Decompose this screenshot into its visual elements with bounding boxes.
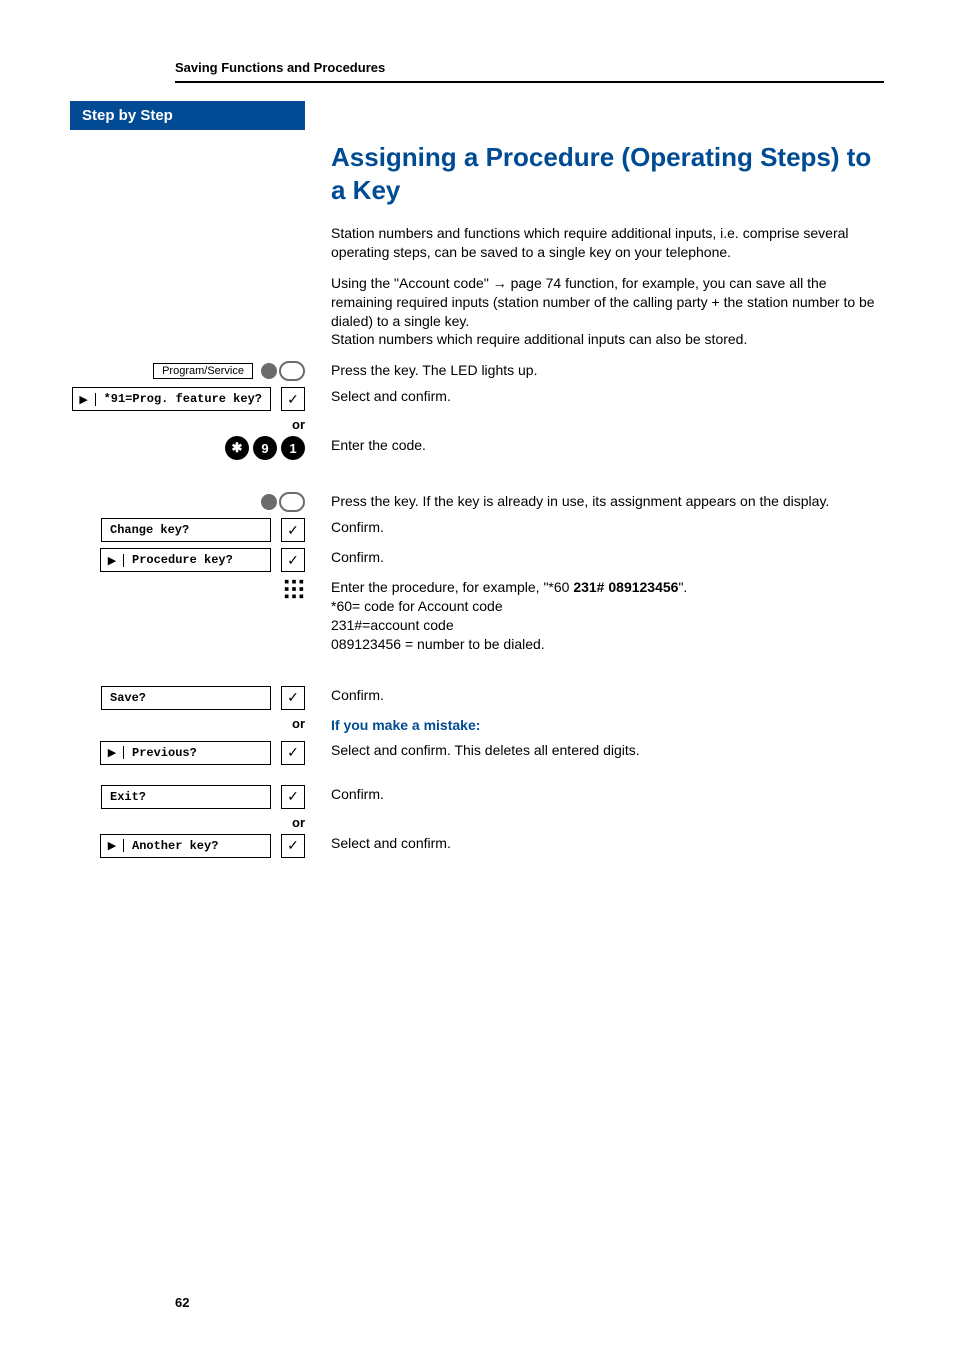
row-save: Save? ✓ Confirm.	[70, 686, 884, 710]
row-change-key: Change key? ✓ Confirm.	[70, 518, 884, 542]
left-column: Step by Step	[70, 101, 305, 361]
confirm-text-2: Confirm.	[331, 548, 884, 567]
confirm-text-3: Confirm.	[331, 686, 884, 705]
select-confirm-text-1: Select and confirm.	[331, 387, 884, 406]
or-label-1: or	[70, 417, 305, 432]
row-another-key: ▶ Another key? ✓ Select and confirm.	[70, 834, 884, 858]
confirm-text-1: Confirm.	[331, 518, 884, 537]
row-exit: Exit? ✓ Confirm.	[70, 785, 884, 809]
arrow-icon: →	[493, 275, 507, 291]
menu-change-key-label: Change key?	[102, 523, 270, 537]
intro2-a: Using the "Account code"	[331, 275, 493, 291]
confirm-check-icon-7[interactable]: ✓	[281, 834, 305, 858]
menu-save-label: Save?	[102, 691, 270, 705]
confirm-check-icon[interactable]: ✓	[281, 387, 305, 411]
intro2-c: Station numbers which require additional…	[331, 331, 747, 347]
header-rule	[175, 81, 884, 83]
press-key-inuse-text: Press the key. If the key is already in …	[331, 492, 884, 511]
row-or-mistake: or If you make a mistake:	[70, 716, 884, 735]
menu-procedure-key-label: Procedure key?	[124, 553, 270, 567]
confirm-check-icon-5[interactable]: ✓	[281, 741, 305, 765]
menu-another-key[interactable]: ▶ Another key?	[100, 834, 271, 858]
scroll-right-icon-4: ▶	[101, 839, 124, 852]
intro-paragraph-2: Using the "Account code" → page 74 funct…	[331, 274, 884, 350]
row-program-service: Program/Service Press the key. The LED l…	[70, 361, 884, 381]
row-enter-procedure: Enter the procedure, for example, "*60 2…	[70, 578, 884, 654]
menu-save[interactable]: Save?	[101, 686, 271, 710]
keypad-icon[interactable]	[283, 578, 305, 600]
or-label-3: or	[70, 815, 305, 830]
menu-exit-label: Exit?	[102, 790, 270, 804]
menu-change-key[interactable]: Change key?	[101, 518, 271, 542]
step-by-step-box: Step by Step	[70, 101, 305, 130]
enter-code-text: Enter the code.	[331, 436, 884, 455]
scroll-right-icon-3: ▶	[101, 746, 124, 759]
key-star[interactable]: ✱	[225, 436, 249, 460]
enter-procedure-text: Enter the procedure, for example, "*60 2…	[331, 578, 884, 654]
press-led-text: Press the key. The LED lights up.	[331, 361, 884, 380]
row-press-key-inuse: Press the key. If the key is already in …	[70, 492, 884, 512]
menu-prog-feature-key[interactable]: ▶ *91=Prog. feature key?	[72, 387, 271, 411]
menu-exit[interactable]: Exit?	[101, 785, 271, 809]
dial-code-keys[interactable]: ✱ 9 1	[225, 436, 305, 460]
program-service-label: Program/Service	[153, 363, 253, 379]
select-confirm-text-2: Select and confirm.	[331, 834, 884, 853]
program-service-key[interactable]: Program/Service	[153, 361, 305, 381]
content-columns: Step by Step Assigning a Procedure (Oper…	[70, 101, 884, 361]
row-previous: ▶ Previous? ✓ Select and confirm. This d…	[70, 741, 884, 765]
confirm-check-icon-6[interactable]: ✓	[281, 785, 305, 809]
menu-another-key-label: Another key?	[124, 839, 270, 853]
mistake-heading: If you make a mistake:	[331, 717, 480, 733]
deletes-text: Select and confirm. This deletes all ent…	[331, 741, 884, 760]
row-code-keys: ✱ 9 1 Enter the code.	[70, 436, 884, 460]
page-title: Assigning a Procedure (Operating Steps) …	[331, 141, 884, 206]
right-column: Assigning a Procedure (Operating Steps) …	[331, 101, 884, 361]
confirm-check-icon-3[interactable]: ✓	[281, 548, 305, 572]
menu-previous-label: Previous?	[124, 746, 270, 760]
row-prog-feature-key: ▶ *91=Prog. feature key? ✓ Select and co…	[70, 387, 884, 411]
led-icon	[261, 361, 305, 381]
row-procedure-key: ▶ Procedure key? ✓ Confirm.	[70, 548, 884, 572]
intro-paragraph-1: Station numbers and functions which requ…	[331, 224, 884, 262]
page-number: 62	[175, 1295, 189, 1310]
menu-procedure-key[interactable]: ▶ Procedure key?	[100, 548, 271, 572]
page: Saving Functions and Procedures Step by …	[0, 0, 954, 1350]
or-label-2: or	[292, 716, 305, 731]
led-icon-2[interactable]	[261, 492, 305, 512]
menu-previous[interactable]: ▶ Previous?	[100, 741, 271, 765]
key-1[interactable]: 1	[281, 436, 305, 460]
section-header: Saving Functions and Procedures	[175, 60, 884, 75]
scroll-right-icon-2: ▶	[101, 554, 124, 567]
key-9[interactable]: 9	[253, 436, 277, 460]
confirm-check-icon-4[interactable]: ✓	[281, 686, 305, 710]
confirm-text-4: Confirm.	[331, 785, 884, 804]
scroll-right-icon: ▶	[73, 393, 96, 406]
confirm-check-icon-2[interactable]: ✓	[281, 518, 305, 542]
menu-prog-feature-key-label: *91=Prog. feature key?	[96, 392, 270, 406]
